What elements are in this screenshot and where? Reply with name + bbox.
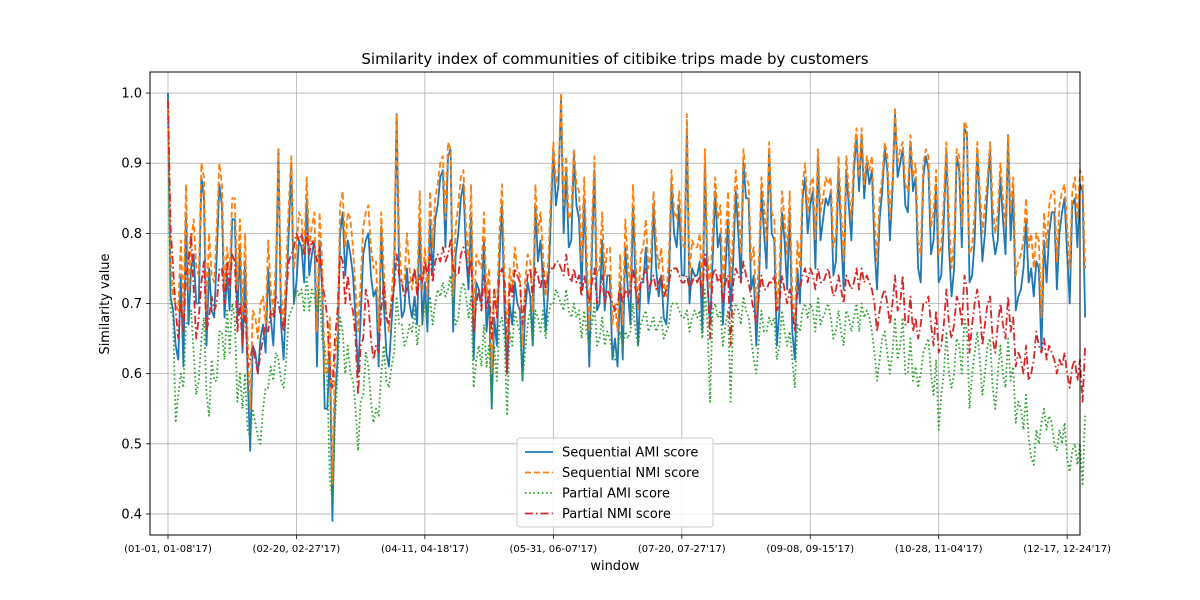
legend-label-2: Sequential NMI score: [562, 466, 699, 481]
x-axis: (01-01, 01-08'17) (02-20, 02-27'17) (04-11…: [124, 535, 1111, 555]
x-tick-label: (04-11, 04-18'17): [381, 544, 469, 555]
series-line-3: [167, 114, 1087, 501]
x-tick-label: (12-17, 12-24'17): [1023, 544, 1111, 555]
x-tick-label: (07-20, 07-27'17): [638, 544, 726, 555]
y-tick-label: 0.5: [121, 437, 142, 452]
y-tick-label: 0.6: [121, 367, 142, 382]
x-axis-label: window: [590, 559, 640, 574]
y-axis-label: Similarity value: [98, 253, 113, 354]
y-tick-label: 0.4: [121, 507, 142, 522]
x-tick-label: (09-08, 09-15'17): [766, 544, 854, 555]
legend: Sequential AMI score Sequential NMI score…: [516, 437, 714, 528]
x-tick-label: (10-28, 11-04'17): [895, 544, 983, 555]
x-tick-label: (01-01, 01-08'17): [124, 544, 212, 555]
legend-label-3: Partial AMI score: [562, 487, 670, 502]
series-layer: [167, 92, 1087, 522]
legend-box: [516, 437, 714, 528]
y-tick-label: 1.0: [121, 87, 142, 102]
legend-label-4: Partial NMI score: [562, 507, 671, 522]
series-line-2: [167, 92, 1087, 487]
chart-title: Similarity index of communities of citib…: [361, 50, 868, 68]
x-tick-label: (02-20, 02-27'17): [253, 544, 341, 555]
y-tick-label: 0.9: [121, 157, 142, 172]
y-tick-label: 0.8: [121, 227, 142, 242]
x-tick-label: (05-31, 06-07'17): [509, 544, 597, 555]
legend-label-1: Sequential AMI score: [562, 446, 698, 461]
series-line-4: [167, 100, 1087, 403]
y-tick-label: 0.7: [121, 297, 142, 312]
y-axis: 0.4 0.5 0.6 0.7 0.8 0.9 1.0: [121, 87, 150, 522]
